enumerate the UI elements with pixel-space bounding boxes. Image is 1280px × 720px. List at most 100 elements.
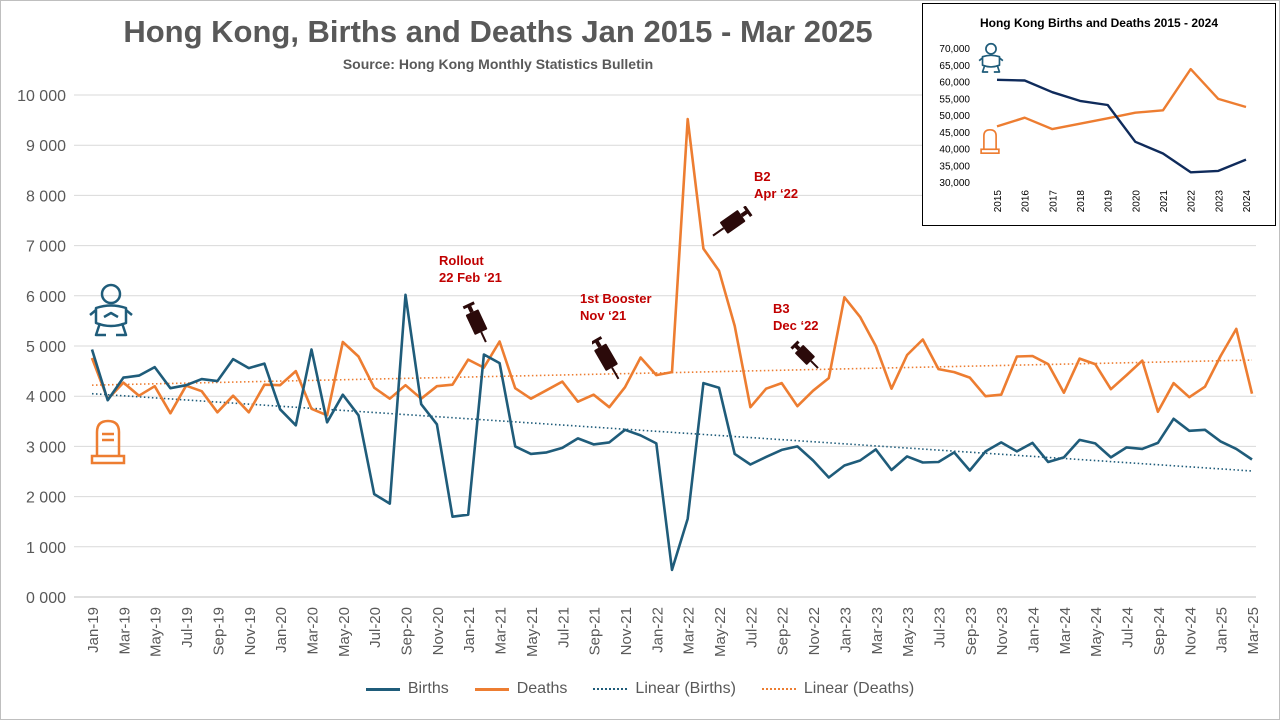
inset-x-tick-label: 2019 [1104, 190, 1115, 213]
x-tick-label: Sep-23 [963, 607, 980, 655]
inset-x-tick-label: 2017 [1048, 190, 1059, 213]
annotation-b2-line1: B2 [754, 169, 771, 184]
inset-y-tick-label: 45,000 [939, 128, 970, 139]
x-tick-label: Jul-22 [743, 607, 760, 648]
x-tick-label: Jan-21 [461, 607, 478, 653]
chart-title: Hong Kong, Births and Deaths Jan 2015 - … [123, 14, 873, 49]
legend-swatch-linear-births [593, 688, 628, 690]
x-tick-label: Sep-20 [399, 607, 416, 655]
annotation-booster: 1st Booster Nov ‘21 [580, 290, 652, 324]
y-tick-label: 0 000 [26, 590, 66, 607]
x-tick-label: Mar-22 [681, 607, 698, 655]
y-tick-label: 3 000 [26, 439, 66, 456]
legend-item-linear-births: Linear (Births) [593, 680, 736, 698]
legend-label-deaths: Deaths [516, 680, 568, 697]
syringe-icon [712, 206, 753, 237]
legend-label-linear-deaths: Linear (Deaths) [803, 680, 915, 697]
legend-swatch-deaths [474, 687, 509, 691]
inset-chart-title: Hong Kong Births and Deaths 2015 - 2024 [979, 16, 1219, 30]
x-tick-label: Nov-24 [1182, 607, 1199, 655]
x-tick-label: Nov-23 [994, 607, 1011, 655]
y-tick-label: 7 000 [26, 239, 66, 256]
chart-subtitle: Source: Hong Kong Monthly Statistics Bul… [342, 56, 654, 72]
y-tick-label: 6 000 [26, 289, 66, 306]
legend-item-births: Births [365, 680, 449, 698]
annotation-b2: B2 Apr ‘22 [754, 168, 798, 202]
inset-x-tick-label: 2021 [1159, 190, 1170, 213]
inset-series-births-line [996, 78, 1247, 174]
x-tick-label: Jan-24 [1026, 607, 1043, 653]
inset-x-tick-label: 2015 [993, 190, 1004, 213]
x-tick-label: May-20 [336, 607, 353, 657]
inset-y-tick-label: 50,000 [939, 111, 970, 122]
inset-x-tick-label: 2024 [1242, 190, 1253, 213]
annotation-b2-line2: Apr ‘22 [754, 186, 799, 201]
x-tick-label: Sep-19 [210, 607, 227, 655]
y-tick-label: 4 000 [26, 389, 66, 406]
x-tick-label: Mar-21 [493, 607, 510, 655]
inset-y-tick-label: 40,000 [939, 145, 970, 156]
gravestone-icon [90, 419, 126, 465]
x-tick-label: Jan-25 [1214, 607, 1231, 653]
series-deaths-line [90, 117, 1254, 417]
x-tick-label: Sep-22 [775, 607, 792, 655]
inset-x-tick-label: 2022 [1187, 190, 1198, 213]
x-tick-label: Jul-23 [931, 607, 948, 648]
inset-y-tick-label: 35,000 [939, 161, 970, 172]
legend-item-deaths: Deaths [474, 680, 568, 698]
annotation-booster-line2: Nov ‘21 [580, 308, 627, 323]
legend-item-linear-deaths: Linear (Deaths) [761, 680, 915, 698]
x-tick-label: Jan-20 [273, 607, 290, 653]
inset-y-tick-label: 70,000 [939, 44, 970, 55]
x-tick-label: Sep-21 [587, 607, 604, 655]
x-tick-label: Jul-20 [367, 607, 384, 648]
x-tick-label: Mar-23 [869, 607, 886, 655]
x-tick-label: Mar-19 [116, 607, 133, 655]
syringe-icon [592, 336, 620, 380]
x-tick-label: Jul-24 [1120, 607, 1137, 648]
inset-x-tick-label: 2023 [1214, 190, 1225, 213]
x-tick-label: Nov-21 [618, 607, 635, 655]
inset-chart-panel: 30,000 35,000 40,000 45,000 50,000 55,000 60,0… [922, 3, 1276, 226]
x-tick-label: May-19 [148, 607, 165, 657]
annotation-b3: B3 Dec ‘22 [773, 300, 819, 334]
inset-x-tick-label: 2016 [1021, 190, 1032, 213]
series-births-line [90, 293, 1253, 572]
syringe-icon [462, 301, 488, 343]
inset-series-deaths-line [996, 67, 1247, 131]
x-tick-label: Nov-19 [242, 607, 259, 655]
x-tick-label: Nov-22 [806, 607, 823, 655]
legend-label-births: Births [407, 680, 449, 697]
x-tick-label: Jan-22 [649, 607, 666, 653]
inset-x-tick-label: 2020 [1131, 190, 1142, 213]
annotation-b3-line2: Dec ‘22 [773, 318, 819, 333]
x-tick-label: May-24 [1088, 607, 1105, 657]
inset-y-tick-label: 60,000 [939, 78, 970, 89]
syringe-icon [790, 340, 819, 369]
y-tick-label: 8 000 [26, 188, 66, 205]
baby-icon [89, 283, 133, 337]
x-tick-label: May-23 [900, 607, 917, 657]
x-tick-label: Jul-21 [555, 607, 572, 648]
baby-icon [978, 42, 1004, 73]
annotation-rollout-line2: 22 Feb ‘21 [439, 270, 502, 285]
annotation-booster-line1: 1st Booster [580, 291, 652, 306]
inset-chart: 30,000 35,000 40,000 45,000 50,000 55,000 60,0… [939, 44, 1253, 213]
legend-label-linear-births: Linear (Births) [635, 680, 736, 697]
trendline-births [91, 392, 1253, 472]
y-tick-label: 10 000 [17, 88, 66, 105]
x-tick-label: May-21 [524, 607, 541, 657]
y-tick-label: 5 000 [26, 339, 66, 356]
x-tick-label: Mar-25 [1245, 607, 1262, 655]
x-tick-label: Jan-19 [85, 607, 102, 653]
annotation-rollout-line1: Rollout [439, 253, 484, 268]
y-tick-label: 2 000 [26, 490, 66, 507]
inset-y-tick-label: 55,000 [939, 94, 970, 105]
x-tick-label: Nov-20 [430, 607, 447, 655]
x-tick-label: Jan-23 [837, 607, 854, 653]
x-tick-label: Mar-24 [1057, 607, 1074, 655]
y-tick-label: 9 000 [26, 138, 66, 155]
inset-x-tick-label: 2018 [1076, 190, 1087, 213]
x-tick-label: Jul-19 [179, 607, 196, 648]
